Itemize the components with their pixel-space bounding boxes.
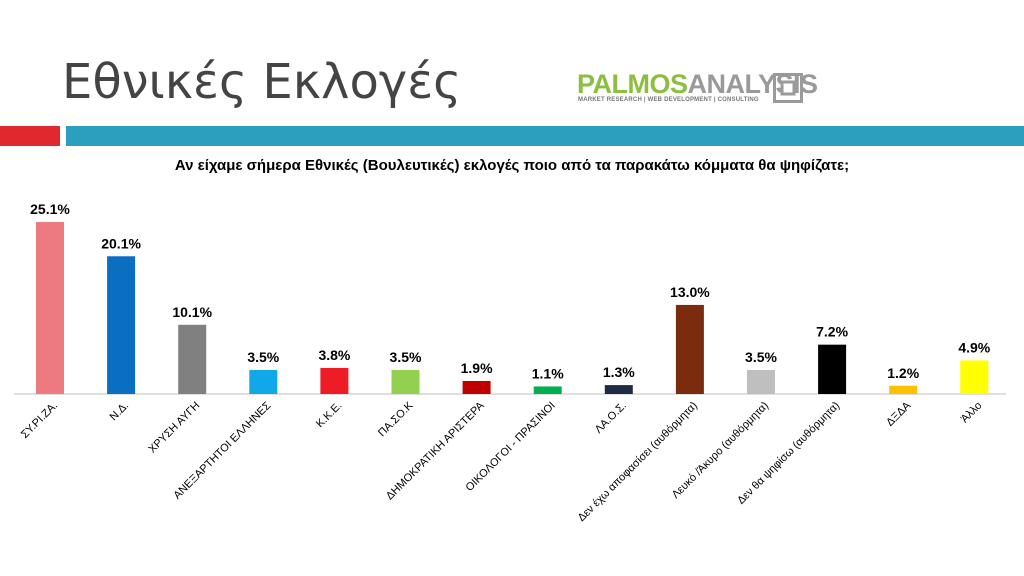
bar-2 — [178, 324, 207, 394]
value-label-9: 13.0% — [670, 284, 710, 300]
bar-13 — [960, 360, 989, 394]
survey-question: Αν είχαμε σήμερα Εθνικές (Βουλευτικές) ε… — [174, 157, 850, 174]
logo-tagline: MARKET RESEARCH | WEB DEVELOPMENT | CONS… — [578, 97, 759, 103]
value-label-11: 7.2% — [816, 324, 848, 340]
accent-band-teal — [66, 126, 1024, 146]
category-label-13: Άλλο — [959, 400, 985, 426]
bar-0 — [36, 222, 64, 394]
value-label-13: 4.9% — [958, 339, 990, 355]
category-label-4: Κ.Κ.Ε. — [314, 400, 345, 431]
value-label-2: 10.1% — [172, 304, 212, 320]
value-label-10: 3.5% — [745, 349, 777, 365]
logo-square-icon — [773, 73, 803, 103]
value-label-4: 3.8% — [318, 347, 350, 363]
bar-4 — [320, 367, 349, 394]
bar-6 — [462, 380, 491, 394]
accent-band-red — [0, 126, 60, 146]
category-label-5: ΠΑ.ΣΟ.Κ — [376, 399, 416, 439]
category-label-9: Δεν έχω αποφασίσει (αυθόρμητα) — [576, 400, 700, 524]
category-label-0: ΣΥ.ΡΙ.ΖΑ. — [19, 400, 60, 441]
category-label-12: ΔΞΔΑ — [884, 399, 914, 429]
value-label-8: 1.3% — [603, 364, 635, 380]
bar-10 — [747, 370, 775, 394]
bar-8 — [604, 385, 633, 394]
value-label-6: 1.9% — [461, 360, 493, 376]
bar-1 — [107, 256, 136, 394]
bar-11 — [818, 344, 847, 394]
bar-9 — [675, 304, 704, 394]
value-label-0: 25.1% — [30, 201, 70, 217]
category-label-1: Ν.Δ. — [108, 400, 132, 424]
value-label-1: 20.1% — [101, 235, 141, 251]
category-label-8: ΛΑ.Ο.Σ. — [593, 400, 629, 436]
logo-part-palmos: PALMOS — [577, 69, 688, 99]
bar-5 — [391, 370, 420, 394]
value-label-7: 1.1% — [532, 365, 564, 381]
bar-chart: 25.1% ΣΥ.ΡΙ.ΖΑ. 20.1% Ν.Δ. 10.1% ΧΡΥΣΗ ΑΥΓΗ 3.… — [14, 201, 1006, 524]
value-label-12: 1.2% — [887, 365, 919, 381]
value-label-5: 3.5% — [390, 349, 422, 365]
bar-7 — [533, 386, 562, 394]
category-label-2: ΧΡΥΣΗ ΑΥΓΗ — [146, 400, 202, 456]
bar-3 — [249, 370, 278, 394]
bar-12 — [889, 385, 918, 394]
palmos-analysis-logo: PALMOSANALYSIS MARKET RESEARCH | WEB DEV… — [577, 69, 818, 110]
slide-title: Εθνικές Εκλογές — [62, 54, 462, 110]
value-label-3: 3.5% — [247, 349, 279, 365]
